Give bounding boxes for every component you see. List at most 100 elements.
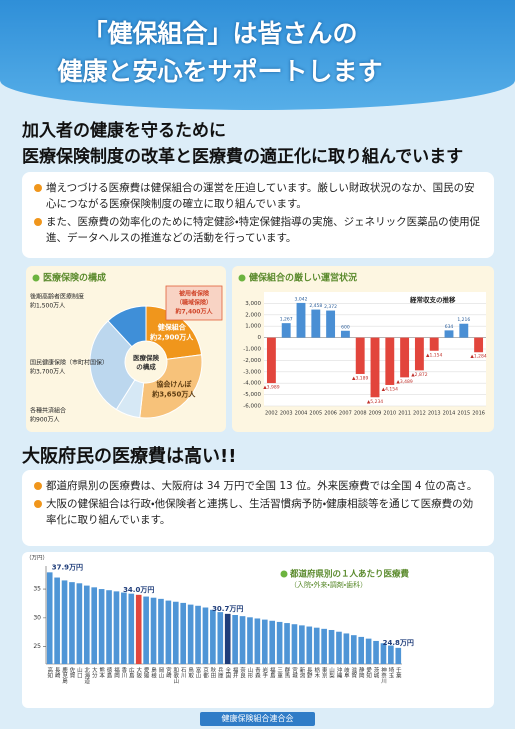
y-tick-label: -5,000 — [243, 392, 261, 398]
bar — [91, 587, 98, 664]
x-tick-label: 兵庫 — [217, 666, 224, 680]
chart-title: 医療保険の構成 — [43, 272, 106, 284]
x-tick-label: 高知 — [46, 666, 53, 680]
bar — [328, 629, 335, 664]
x-tick-label: 長野 — [306, 667, 313, 679]
annotation-box — [165, 285, 223, 321]
bullet: 大阪の健保組合は行政・他保険者と連携し、生活習慣病予防・健康相談等を通じて医療費… — [34, 496, 482, 528]
bar — [321, 628, 327, 664]
value-label: ▲5,234 — [367, 399, 383, 405]
bar — [326, 310, 336, 338]
value-label: 2,372 — [324, 304, 337, 310]
y-tick-label: 0 — [258, 335, 262, 341]
y-tick-label: -6,000 — [243, 404, 261, 410]
bar — [358, 636, 365, 664]
x-tick-label: 宮城 — [291, 666, 298, 680]
x-tick-label: 愛知 — [365, 666, 372, 680]
x-tick-label: 北海道 — [83, 666, 90, 685]
x-tick-label: 三重 — [276, 667, 283, 679]
bar — [284, 623, 290, 664]
bar — [135, 594, 142, 664]
x-tick-label: 新潟 — [298, 666, 305, 680]
bar — [266, 337, 276, 384]
bar — [395, 647, 402, 664]
x-tick-label: 全国 — [224, 666, 231, 680]
x-tick-label: 2005 — [309, 411, 322, 417]
value-label: ▲3,189 — [352, 375, 368, 381]
y-tick-label: -4,000 — [243, 381, 261, 387]
bullet: 都道府県別の医療費は、大阪府は 34 万円で全国 13 位。外来医療費では全国 … — [34, 478, 482, 494]
pie-slice — [89, 320, 136, 411]
bar — [400, 337, 410, 378]
x-tick-label: 岐阜 — [343, 666, 350, 680]
x-tick-label: 長崎 — [54, 667, 61, 679]
header-band — [0, 0, 515, 110]
bar — [350, 635, 357, 664]
y-tick-label: 2,000 — [245, 312, 261, 318]
x-tick-label: 滋賀 — [350, 666, 357, 680]
x-tick-label: 沖縄 — [335, 666, 342, 680]
x-tick-label: 岡山 — [157, 667, 164, 680]
balance-panel: 健保組合の厳しい運営状況 3,000 2,000 1,000 0 -1,000 -2,000… — [232, 266, 494, 432]
value-label: ▲3,489 — [396, 379, 412, 385]
slice-value: 約2,900万人 — [149, 333, 194, 342]
value-label: ▲2,872 — [411, 372, 427, 378]
bar — [54, 577, 60, 664]
x-tick-label: 2007 — [339, 411, 352, 417]
bar — [202, 607, 209, 664]
bar — [343, 633, 350, 664]
section-heading: 大阪府民の医療費は高い!! — [22, 446, 237, 467]
annotation: 約7,400万人 — [175, 308, 214, 316]
bar — [61, 580, 68, 664]
bar — [414, 337, 424, 371]
y-tick-label: 30 — [33, 614, 41, 621]
legend-label: 経常収支の推移 — [409, 295, 456, 304]
x-tick-label: 岩手 — [261, 666, 268, 680]
pie-center-label: の構成 — [136, 362, 156, 371]
header-title: 「健保組合」は皆さんの — [82, 19, 358, 48]
x-tick-label: 大分 — [91, 666, 98, 680]
x-tick-label: 2011 — [398, 411, 411, 417]
value-label: 34.0万円 — [123, 586, 154, 594]
bar — [281, 323, 291, 338]
value-label: ▲1,154 — [426, 352, 442, 358]
bar — [291, 624, 298, 664]
y-tick-label: -3,000 — [243, 369, 261, 375]
bar — [150, 597, 157, 664]
value-label: 2,458 — [309, 303, 322, 309]
slice-label: 国民健康保険（市町村国保） — [30, 358, 108, 366]
annotation: （職域保険） — [176, 299, 212, 307]
value-label: 24.8万円 — [383, 639, 414, 647]
x-tick-label: 神奈川 — [380, 666, 387, 684]
bar — [254, 618, 261, 664]
bar — [98, 589, 105, 664]
value-label: 30.7万円 — [212, 605, 243, 613]
x-tick-label: 2004 — [295, 411, 308, 417]
x-tick-label: 愛媛 — [143, 666, 150, 680]
x-tick-label: 熊本 — [98, 666, 105, 680]
x-tick-label: 東京 — [321, 666, 328, 679]
value-label: 1,216 — [457, 317, 470, 323]
bar — [388, 645, 394, 664]
slice-label: 健保組合 — [157, 323, 187, 332]
x-tick-label: 福島 — [269, 666, 276, 680]
title-dot — [280, 570, 288, 578]
x-tick-label: 徳島 — [106, 666, 113, 680]
bar — [380, 643, 387, 664]
x-tick-label: 2012 — [413, 411, 426, 417]
x-tick-label: 秋田 — [209, 666, 216, 680]
x-tick-label: 千葉 — [395, 666, 402, 680]
bar — [121, 592, 127, 664]
x-tick-label: 山口 — [76, 666, 83, 680]
bar — [113, 591, 120, 664]
bar — [128, 593, 135, 664]
bar — [165, 600, 172, 664]
bar — [365, 638, 372, 664]
x-tick-label: 奈良 — [239, 666, 246, 680]
x-tick-label: 2003 — [280, 411, 293, 417]
x-tick-label: 2010 — [383, 411, 396, 417]
bar — [385, 337, 395, 385]
pie-panel: 医療保険の構成健保組合約2,900万人協会けんぽ約3,650万人各種共済組合約9… — [26, 266, 226, 432]
x-tick-label: 2014 — [443, 411, 456, 417]
x-tick-label: 香川 — [120, 666, 127, 679]
